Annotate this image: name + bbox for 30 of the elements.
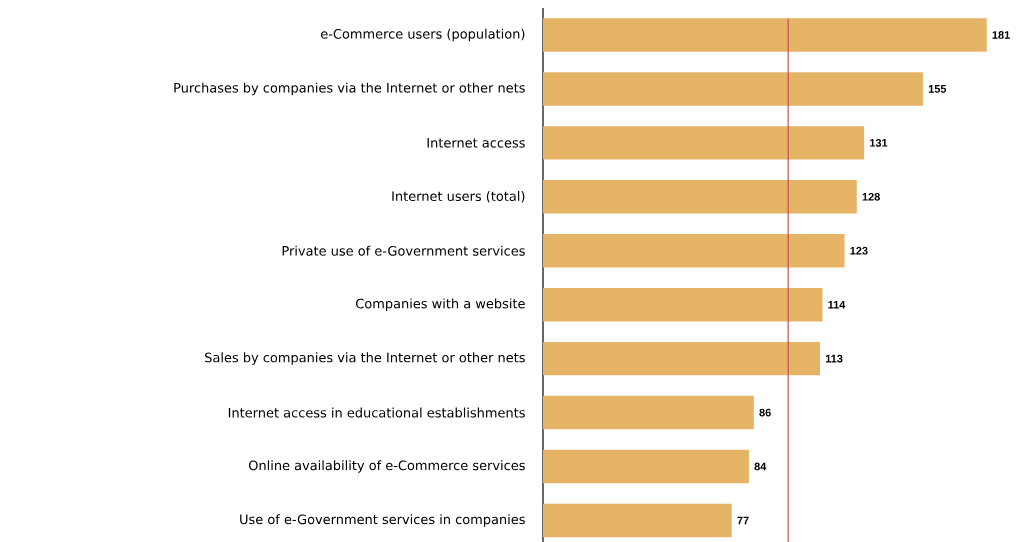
data-label: 131 bbox=[870, 138, 888, 147]
bar bbox=[543, 449, 749, 484]
bar bbox=[543, 180, 857, 214]
y-tick-label: Internet access in educational establishments bbox=[228, 407, 525, 418]
y-tick-label: Internet access bbox=[427, 138, 525, 148]
data-label: 181 bbox=[992, 31, 1010, 39]
bar bbox=[543, 341, 821, 376]
bar bbox=[543, 287, 823, 322]
data-label: 77 bbox=[737, 516, 749, 525]
y-tick-label: Purchases by companies via the Internet or other nets bbox=[174, 82, 525, 96]
bar bbox=[543, 126, 865, 160]
y-tick-label: Internet users (total) bbox=[392, 191, 525, 203]
bar bbox=[543, 18, 987, 52]
bar bbox=[543, 234, 845, 268]
y-tick-label: Sales by companies via the Internet or other nets bbox=[205, 352, 525, 365]
y-tick-label: Private use of e-Government services bbox=[282, 245, 525, 256]
bar bbox=[543, 503, 732, 538]
y-tick-label: Online availability of e-Commerce services bbox=[248, 460, 525, 473]
bar bbox=[543, 72, 923, 106]
data-label: 114 bbox=[828, 300, 846, 309]
y-tick-label: Companies with a website bbox=[356, 298, 525, 311]
data-label: 113 bbox=[825, 354, 843, 363]
data-label: 86 bbox=[759, 408, 771, 417]
data-label: 123 bbox=[850, 246, 868, 255]
y-tick-label: e-Commerce users (population) bbox=[321, 28, 525, 42]
y-tick-label: Use of e-Government services in companies bbox=[240, 514, 525, 527]
data-label: 155 bbox=[928, 85, 947, 93]
data-label: 128 bbox=[862, 192, 880, 201]
bar bbox=[543, 395, 754, 430]
data-label: 84 bbox=[754, 462, 767, 471]
